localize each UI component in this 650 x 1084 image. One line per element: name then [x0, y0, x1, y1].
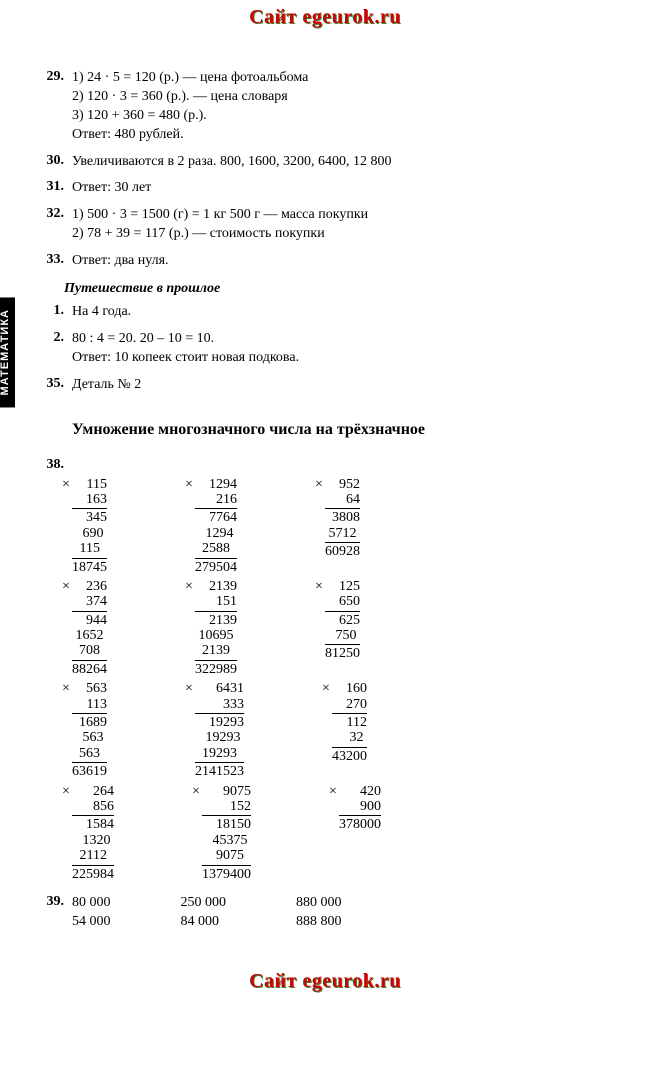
problem: 31.Ответ: 30 лет [30, 179, 620, 198]
long-multiplication: × 1294 216 7764 1294 2588 279504 [195, 477, 237, 575]
multiplication-row: × 563 113 1689 563 563 63619 × 6431 333 1… [72, 681, 620, 779]
problem-number: 39. [30, 894, 72, 932]
sidebar-subject-label: МАТЕМАТИКА [0, 297, 15, 407]
long-multiplication: × 115 163 345 690 115 18745 [72, 477, 107, 575]
problem: 30.Увеличиваются в 2 раза. 800, 1600, 32… [30, 153, 620, 172]
multiplication-row: × 264 856 1584 1320 2112 225984 × 9075 15… [72, 784, 620, 882]
p39-col: 80 000 54 000 [72, 894, 111, 932]
chapter-title: Умножение многозначного числа на трёхзна… [72, 421, 620, 439]
multiplication-row: × 115 163 345 690 115 18745 × 1294 216 77… [72, 477, 620, 575]
problem-number: 1. [30, 303, 72, 322]
long-multiplication: × 952 64 3808 5712 60928 [325, 477, 360, 575]
problem-body: 80 : 4 = 20. 20 – 10 = 10.Ответ: 10 копе… [72, 330, 620, 368]
p39-col: 250 000 84 000 [181, 894, 227, 932]
problem-number: 2. [30, 330, 72, 368]
problem: 1.На 4 года. [30, 303, 620, 322]
problem-body: 1) 500 · 3 = 1500 (г) = 1 кг 500 г — мас… [72, 206, 620, 244]
page-content: 29.1) 24 · 5 = 120 (р.) — цена фотоальбо… [0, 39, 650, 950]
p39-col: 880 000 888 800 [296, 894, 342, 932]
site-watermark-bottom: Сайт egeurok.ru [0, 950, 650, 1003]
long-multiplication: × 420 900378000 [339, 784, 381, 882]
problem-body: Ответ: два нуля. [72, 252, 620, 271]
problem-number: 38. [30, 457, 72, 473]
long-multiplication: × 9075 152 18150 45375 9075 1379400 [202, 784, 251, 882]
long-multiplication: × 563 113 1689 563 563 63619 [72, 681, 107, 779]
problem: 35.Деталь № 2 [30, 376, 620, 395]
problem-body: Увеличиваются в 2 раза. 800, 1600, 3200,… [72, 153, 620, 172]
problem: 32.1) 500 · 3 = 1500 (г) = 1 кг 500 г — … [30, 206, 620, 244]
long-multiplication: × 160 270 112 32 43200 [332, 681, 367, 779]
problem: 2.80 : 4 = 20. 20 – 10 = 10.Ответ: 10 ко… [30, 330, 620, 368]
long-multiplication: × 2139 151 2139 10695 2139 322989 [195, 579, 237, 677]
multiplication-row: × 236 374 944 1652 708 88264 × 2139 151 2… [72, 579, 620, 677]
problem-number: 30. [30, 153, 72, 172]
problem-number: 35. [30, 376, 72, 395]
problem-number: 32. [30, 206, 72, 244]
problem-body: Ответ: 30 лет [72, 179, 620, 198]
journey-title: Путешествие в прошлое [64, 281, 620, 297]
problem-body: Деталь № 2 [72, 376, 620, 395]
problem-number: 29. [30, 69, 72, 145]
problem: 29.1) 24 · 5 = 120 (р.) — цена фотоальбо… [30, 69, 620, 145]
site-watermark-top: Сайт egeurok.ru [0, 0, 650, 39]
problem-number: 33. [30, 252, 72, 271]
long-multiplication: × 6431 333 19293 19293 19293 2141523 [195, 681, 244, 779]
long-multiplication: × 264 856 1584 1320 2112 225984 [72, 784, 114, 882]
problem-body: 1) 24 · 5 = 120 (р.) — цена фотоальбома2… [72, 69, 620, 145]
problem-number: 31. [30, 179, 72, 198]
problem-body: На 4 года. [72, 303, 620, 322]
long-multiplication: × 236 374 944 1652 708 88264 [72, 579, 107, 677]
problem: 33.Ответ: два нуля. [30, 252, 620, 271]
long-multiplication: × 125 650 625 750 81250 [325, 579, 360, 677]
